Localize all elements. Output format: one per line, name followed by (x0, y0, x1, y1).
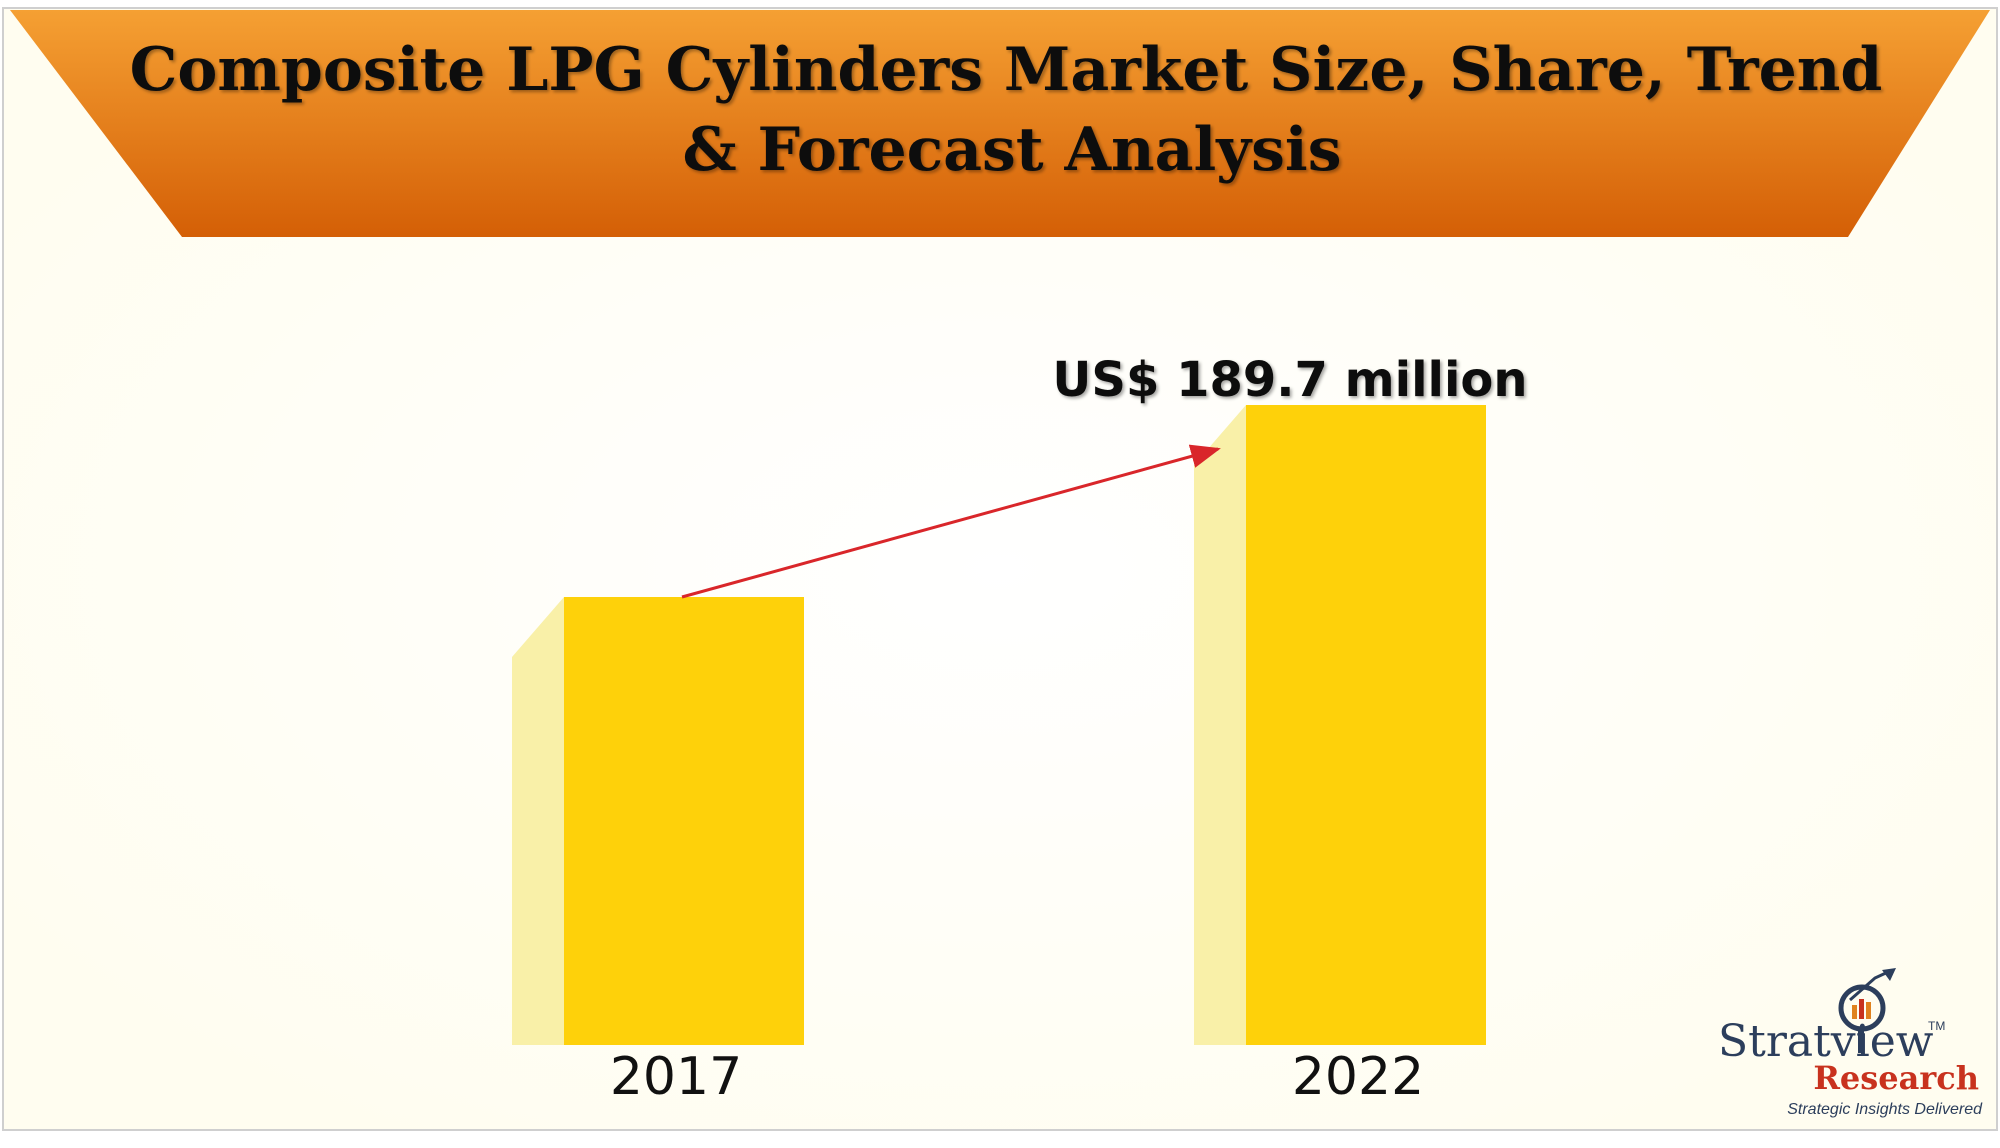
brand-tagline: Strategic Insights Delivered (1787, 1101, 1983, 1118)
brand-trademark: TM (1928, 1019, 1945, 1033)
brand-subtitle: Research (1813, 1059, 1979, 1097)
bars-layer: 2017 2022 US$ 189.7 million (512, 352, 1528, 1107)
chart-title-line-2: & Forecast Analysis (682, 115, 1341, 185)
title-banner (10, 10, 1990, 237)
bar-side-2022 (1194, 405, 1246, 1045)
growth-arrow (681, 444, 1221, 599)
data-label-2022: US$ 189.7 million (1052, 352, 1527, 408)
chart-title-line-1: Composite LPG Cylinders Market Size, Sha… (130, 35, 1883, 105)
bar-2017 (564, 597, 804, 1045)
growth-arrow-layer (681, 444, 1221, 599)
brand-name: Stratview (1718, 1016, 1934, 1067)
bar-2022 (1246, 405, 1486, 1045)
stratview-logo: Stratview TM Research Strategic Insights… (1718, 968, 1983, 1118)
x-tick-label-2017: 2017 (610, 1047, 742, 1107)
bar-side-2017 (512, 597, 564, 1045)
x-tick-label-2022: 2022 (1292, 1047, 1424, 1107)
magnifier-chart-icon (1838, 968, 1896, 1053)
